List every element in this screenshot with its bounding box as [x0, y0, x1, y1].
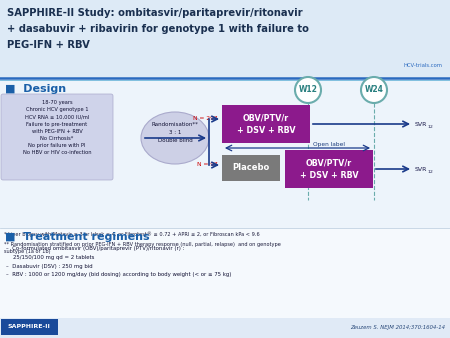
- Text: W12: W12: [298, 86, 317, 95]
- Text: 25/150/100 mg qd = 2 tablets: 25/150/100 mg qd = 2 tablets: [6, 255, 94, 260]
- Text: W24: W24: [364, 86, 383, 95]
- Bar: [285, 150, 373, 188]
- Bar: [0, 0, 450, 78]
- Text: SAPPHIRE-II Study: ombitasvir/paritaprevir/ritonavir: SAPPHIRE-II Study: ombitasvir/paritaprev…: [7, 8, 302, 18]
- Text: ■  Treatment regimens: ■ Treatment regimens: [5, 232, 149, 242]
- Text: $_{12}$: $_{12}$: [427, 169, 434, 176]
- Text: SAPPHIRE-II: SAPPHIRE-II: [8, 324, 50, 330]
- Text: 18-70 years
Chronic HCV genotype 1
HCV RNA ≥ 10,000 IU/ml
Failure to pre-treatme: 18-70 years Chronic HCV genotype 1 HCV R…: [23, 100, 91, 155]
- Bar: [0, 229, 450, 319]
- FancyBboxPatch shape: [1, 94, 113, 180]
- Text: –  Dasabuvir (DSV) : 250 mg bid: – Dasabuvir (DSV) : 250 mg bid: [6, 264, 93, 269]
- Text: * Liver biopsy with Metavir ≤ 3 or Ishak ≤ 4, or Fibrotest® ≤ 0.72 + APRI ≤ 2, o: * Liver biopsy with Metavir ≤ 3 or Ishak…: [4, 231, 260, 237]
- Text: ■  Design: ■ Design: [5, 84, 66, 94]
- Bar: [222, 155, 280, 181]
- Text: $_{12}$: $_{12}$: [427, 124, 434, 131]
- Text: N = 97: N = 97: [197, 163, 218, 168]
- Bar: [222, 105, 310, 143]
- Text: SVR: SVR: [415, 122, 428, 127]
- Text: Zeuzem S. NEJM 2014;370:1604-14: Zeuzem S. NEJM 2014;370:1604-14: [350, 324, 445, 330]
- Ellipse shape: [141, 112, 209, 164]
- Bar: [0, 318, 450, 338]
- Text: N = 297: N = 297: [193, 117, 218, 121]
- Text: OBV/PTV/r
+ DSV + RBV: OBV/PTV/r + DSV + RBV: [237, 113, 295, 135]
- Text: Placebo: Placebo: [232, 164, 270, 172]
- FancyBboxPatch shape: [1, 319, 58, 335]
- Circle shape: [361, 77, 387, 103]
- Text: OBV/PTV/r
+ DSV + RBV: OBV/PTV/r + DSV + RBV: [300, 158, 358, 180]
- Text: PEG-IFN + RBV: PEG-IFN + RBV: [7, 40, 90, 50]
- Text: SVR: SVR: [415, 167, 428, 172]
- Text: –  RBV : 1000 or 1200 mg/day (bid dosing) according to body weight (< or ≥ 75 kg: – RBV : 1000 or 1200 mg/day (bid dosing)…: [6, 272, 231, 277]
- Text: ** Randomisation stratified on prior PEG-IFN + RBV therapy response (null, parti: ** Randomisation stratified on prior PEG…: [4, 242, 281, 254]
- Text: Open label: Open label: [313, 142, 345, 147]
- Circle shape: [295, 77, 321, 103]
- Bar: [0, 81, 450, 229]
- Text: –  Co-formulated ombitasvir (OBV)/paritaprevir (PTV)/ritonavir (r) :: – Co-formulated ombitasvir (OBV)/paritap…: [6, 246, 184, 251]
- Text: HCV-trials.com: HCV-trials.com: [404, 63, 443, 68]
- Text: + dasabuvir + ribavirin for genotype 1 with failure to: + dasabuvir + ribavirin for genotype 1 w…: [7, 24, 309, 34]
- Text: Randomisation**
3 : 1
Double blind: Randomisation** 3 : 1 Double blind: [152, 122, 198, 143]
